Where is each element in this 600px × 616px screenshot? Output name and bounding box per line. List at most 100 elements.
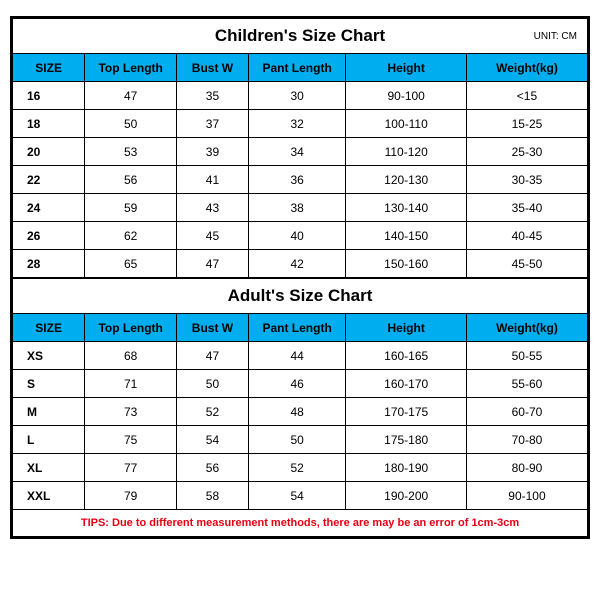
col-top: Top Length: [85, 54, 177, 82]
adult-title: Adult's Size Chart: [228, 286, 373, 306]
col-bust: Bust W: [177, 314, 249, 342]
cell-pant: 54: [248, 482, 346, 510]
table-row: XS684744160-16550-55: [13, 342, 587, 370]
table-row: 18503732100-11015-25: [13, 110, 587, 138]
col-weight: Weight(kg): [466, 314, 587, 342]
cell-height: 100-110: [346, 110, 467, 138]
table-row: 26624540140-15040-45: [13, 222, 587, 250]
cell-weight: 55-60: [466, 370, 587, 398]
adult-size-table: SIZE Top Length Bust W Pant Length Heigh…: [13, 314, 587, 536]
cell-top: 59: [85, 194, 177, 222]
tips-text: TIPS: Due to different measurement metho…: [13, 510, 587, 537]
cell-height: 90-100: [346, 82, 467, 110]
cell-height: 160-165: [346, 342, 467, 370]
table-row: 24594338130-14035-40: [13, 194, 587, 222]
col-size: SIZE: [13, 314, 85, 342]
cell-top: 65: [85, 250, 177, 278]
col-height: Height: [346, 314, 467, 342]
children-header-row: SIZE Top Length Bust W Pant Length Heigh…: [13, 54, 587, 82]
cell-bust: 37: [177, 110, 249, 138]
cell-top: 50: [85, 110, 177, 138]
table-row: XL775652180-19080-90: [13, 454, 587, 482]
cell-bust: 50: [177, 370, 249, 398]
cell-pant: 42: [248, 250, 346, 278]
table-row: M735248170-17560-70: [13, 398, 587, 426]
cell-size: 26: [13, 222, 85, 250]
cell-bust: 54: [177, 426, 249, 454]
cell-weight: 45-50: [466, 250, 587, 278]
cell-size: XL: [13, 454, 85, 482]
cell-size: 16: [13, 82, 85, 110]
cell-bust: 43: [177, 194, 249, 222]
cell-bust: 58: [177, 482, 249, 510]
cell-top: 68: [85, 342, 177, 370]
table-row: L755450175-18070-80: [13, 426, 587, 454]
table-row: 1647353090-100<15: [13, 82, 587, 110]
cell-top: 75: [85, 426, 177, 454]
cell-weight: 60-70: [466, 398, 587, 426]
col-top: Top Length: [85, 314, 177, 342]
table-row: 22564136120-13030-35: [13, 166, 587, 194]
cell-pant: 34: [248, 138, 346, 166]
cell-pant: 48: [248, 398, 346, 426]
table-row: S715046160-17055-60: [13, 370, 587, 398]
cell-size: L: [13, 426, 85, 454]
cell-size: 20: [13, 138, 85, 166]
cell-height: 130-140: [346, 194, 467, 222]
cell-height: 120-130: [346, 166, 467, 194]
cell-bust: 47: [177, 342, 249, 370]
cell-height: 175-180: [346, 426, 467, 454]
cell-pant: 38: [248, 194, 346, 222]
cell-top: 56: [85, 166, 177, 194]
cell-weight: 40-45: [466, 222, 587, 250]
cell-size: 18: [13, 110, 85, 138]
cell-weight: 30-35: [466, 166, 587, 194]
children-size-table: SIZE Top Length Bust W Pant Length Heigh…: [13, 54, 587, 278]
cell-weight: 70-80: [466, 426, 587, 454]
cell-height: 190-200: [346, 482, 467, 510]
cell-size: 28: [13, 250, 85, 278]
cell-top: 71: [85, 370, 177, 398]
cell-top: 62: [85, 222, 177, 250]
cell-weight: <15: [466, 82, 587, 110]
cell-weight: 90-100: [466, 482, 587, 510]
size-chart-container: Children's Size Chart UNIT: CM SIZE Top …: [10, 16, 590, 539]
cell-pant: 30: [248, 82, 346, 110]
col-height: Height: [346, 54, 467, 82]
tips-row: TIPS: Due to different measurement metho…: [13, 510, 587, 537]
cell-bust: 39: [177, 138, 249, 166]
cell-height: 110-120: [346, 138, 467, 166]
cell-top: 77: [85, 454, 177, 482]
cell-top: 79: [85, 482, 177, 510]
cell-top: 73: [85, 398, 177, 426]
cell-bust: 47: [177, 250, 249, 278]
table-row: 28654742150-16045-50: [13, 250, 587, 278]
table-row: 20533934110-12025-30: [13, 138, 587, 166]
cell-pant: 50: [248, 426, 346, 454]
cell-pant: 40: [248, 222, 346, 250]
adult-header-row: SIZE Top Length Bust W Pant Length Heigh…: [13, 314, 587, 342]
cell-pant: 32: [248, 110, 346, 138]
cell-size: 24: [13, 194, 85, 222]
cell-weight: 15-25: [466, 110, 587, 138]
adult-title-row: Adult's Size Chart: [13, 278, 587, 314]
col-bust: Bust W: [177, 54, 249, 82]
cell-bust: 35: [177, 82, 249, 110]
cell-height: 140-150: [346, 222, 467, 250]
cell-weight: 80-90: [466, 454, 587, 482]
children-title: Children's Size Chart: [215, 26, 385, 46]
cell-height: 170-175: [346, 398, 467, 426]
cell-bust: 52: [177, 398, 249, 426]
cell-size: XS: [13, 342, 85, 370]
cell-pant: 36: [248, 166, 346, 194]
cell-top: 47: [85, 82, 177, 110]
cell-size: XXL: [13, 482, 85, 510]
children-title-row: Children's Size Chart UNIT: CM: [13, 19, 587, 54]
cell-weight: 25-30: [466, 138, 587, 166]
cell-height: 180-190: [346, 454, 467, 482]
col-weight: Weight(kg): [466, 54, 587, 82]
cell-height: 160-170: [346, 370, 467, 398]
col-pant: Pant Length: [248, 314, 346, 342]
cell-height: 150-160: [346, 250, 467, 278]
cell-bust: 41: [177, 166, 249, 194]
